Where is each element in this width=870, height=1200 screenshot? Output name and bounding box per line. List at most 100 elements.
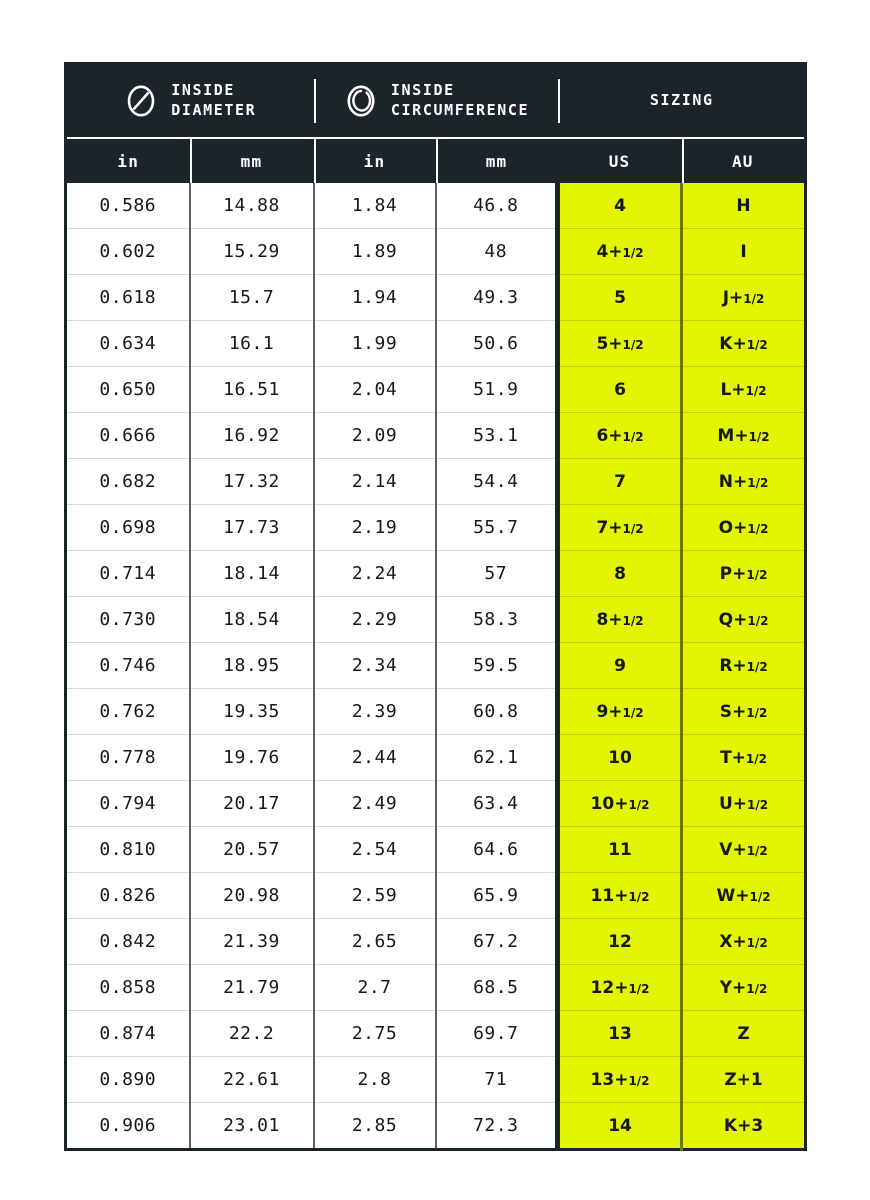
size-half-fraction: 1/2 xyxy=(745,383,767,398)
column-header-circumference-mm: mm xyxy=(435,137,558,183)
cell-circumference-mm: 46.8 xyxy=(434,183,558,229)
table-row: 0.714 18.14 2.24 57 8 P+1/2 xyxy=(65,550,806,597)
cell-diameter-in: 0.794 xyxy=(65,780,190,827)
cell-size-au: W+1/2 xyxy=(680,872,806,919)
size-half-fraction: 1/2 xyxy=(628,797,650,812)
cell-circumference-in: 2.85 xyxy=(312,1102,436,1150)
size-value: 5+ xyxy=(596,333,623,354)
table-row: 0.762 19.35 2.39 60.8 9+1/2 S+1/2 xyxy=(65,688,806,735)
cell-circumference-mm: 60.8 xyxy=(434,688,558,735)
cell-circumference-mm: 51.9 xyxy=(434,366,558,413)
cell-diameter-in: 0.842 xyxy=(65,918,190,965)
cell-circumference-in: 2.19 xyxy=(312,504,436,551)
cell-diameter-mm: 21.39 xyxy=(188,918,314,965)
size-value: M+ xyxy=(717,425,749,446)
cell-diameter-in: 0.634 xyxy=(65,320,190,367)
column-header-au: AU xyxy=(681,137,806,183)
cell-circumference-in: 2.09 xyxy=(312,412,436,459)
cell-size-au: U+1/2 xyxy=(680,780,806,827)
table-row: 0.746 18.95 2.34 59.5 9 R+1/2 xyxy=(65,642,806,689)
table-row: 0.730 18.54 2.29 58.3 8+1/2 Q+1/2 xyxy=(65,596,806,643)
size-half-fraction: 1/2 xyxy=(746,843,768,858)
cell-diameter-in: 0.890 xyxy=(65,1056,190,1103)
cell-circumference-mm: 54.4 xyxy=(434,458,558,505)
size-half-fraction: 1/2 xyxy=(746,567,768,582)
cell-size-us: 6 xyxy=(555,366,682,413)
size-half-fraction: 1/2 xyxy=(747,475,769,490)
size-value: 13+ xyxy=(590,1069,629,1090)
size-value: 11+ xyxy=(590,885,629,906)
column-header-circumference-in: in xyxy=(313,137,436,183)
cell-circumference-in: 1.89 xyxy=(312,228,436,275)
group-header-inside-diameter: INSIDE DIAMETER xyxy=(65,63,314,138)
size-value: X+ xyxy=(719,931,747,952)
size-value: P+ xyxy=(719,563,747,584)
size-value: 4+ xyxy=(596,241,623,262)
cell-size-au: K+1/2 xyxy=(680,320,806,367)
table-row: 0.698 17.73 2.19 55.7 7+1/2 O+1/2 xyxy=(65,504,806,551)
cell-size-us: 10+1/2 xyxy=(555,780,682,827)
cell-diameter-in: 0.826 xyxy=(65,872,190,919)
cell-circumference-mm: 71 xyxy=(434,1056,558,1103)
cell-size-au: M+1/2 xyxy=(680,412,806,459)
cell-circumference-in: 2.04 xyxy=(312,366,436,413)
cell-circumference-mm: 49.3 xyxy=(434,274,558,321)
table-row: 0.682 17.32 2.14 54.4 7 N+1/2 xyxy=(65,458,806,505)
group-header-label: SIZING xyxy=(649,91,714,110)
cell-diameter-in: 0.602 xyxy=(65,228,190,275)
cell-diameter-in: 0.714 xyxy=(65,550,190,597)
table-row: 0.874 22.2 2.75 69.7 13 Z xyxy=(65,1010,806,1057)
size-half-fraction: 1/2 xyxy=(622,521,644,536)
size-value: 13 xyxy=(608,1023,632,1044)
cell-size-au: Q+1/2 xyxy=(680,596,806,643)
column-header-diameter-mm: mm xyxy=(189,137,314,183)
cell-circumference-mm: 69.7 xyxy=(434,1010,558,1057)
size-value: Z xyxy=(737,1023,750,1044)
cell-diameter-mm: 21.79 xyxy=(188,964,314,1011)
cell-size-au: Z xyxy=(680,1010,806,1057)
size-value: 9+ xyxy=(596,701,623,722)
cell-circumference-in: 2.59 xyxy=(312,872,436,919)
cell-circumference-mm: 68.5 xyxy=(434,964,558,1011)
cell-circumference-in: 2.44 xyxy=(312,734,436,781)
cell-size-au: I xyxy=(680,228,806,275)
group-header-label: INSIDE DIAMETER xyxy=(171,81,257,119)
size-half-fraction: 1/2 xyxy=(622,337,644,352)
sizing-table: INSIDE DIAMETER INSIDE CIRCUMFERENCE xyxy=(64,62,808,1151)
column-header-us: US xyxy=(557,137,682,183)
cell-diameter-mm: 17.32 xyxy=(188,458,314,505)
cell-size-us: 11 xyxy=(555,826,682,873)
cell-circumference-in: 2.75 xyxy=(312,1010,436,1057)
cell-diameter-in: 0.730 xyxy=(65,596,190,643)
size-half-fraction: 1/2 xyxy=(628,981,650,996)
size-value: Q+ xyxy=(718,609,748,630)
cell-size-au: N+1/2 xyxy=(680,458,806,505)
cell-circumference-in: 2.65 xyxy=(312,918,436,965)
cell-circumference-mm: 72.3 xyxy=(434,1102,558,1150)
cell-diameter-in: 0.906 xyxy=(65,1102,190,1150)
cell-diameter-mm: 16.51 xyxy=(188,366,314,413)
cell-circumference-mm: 55.7 xyxy=(434,504,558,551)
table-row: 0.666 16.92 2.09 53.1 6+1/2 M+1/2 xyxy=(65,412,806,459)
cell-diameter-mm: 19.76 xyxy=(188,734,314,781)
table-body: 0.586 14.88 1.84 46.8 4 H 0.602 15.29 1.89 48 4+1/… xyxy=(65,183,806,1150)
size-value: 12 xyxy=(608,931,632,952)
size-half-fraction: 1/2 xyxy=(743,291,765,306)
size-half-fraction: 1/2 xyxy=(746,337,768,352)
cell-circumference-in: 1.84 xyxy=(312,183,436,229)
cell-circumference-mm: 58.3 xyxy=(434,596,558,643)
cell-diameter-in: 0.698 xyxy=(65,504,190,551)
size-value: 6+ xyxy=(596,425,623,446)
cell-circumference-mm: 53.1 xyxy=(434,412,558,459)
cell-circumference-mm: 48 xyxy=(434,228,558,275)
size-half-fraction: 1/2 xyxy=(746,659,768,674)
size-value: R+ xyxy=(719,655,747,676)
size-value: Y+ xyxy=(719,977,747,998)
table-row: 0.778 19.76 2.44 62.1 10 T+1/2 xyxy=(65,734,806,781)
size-value: 10+ xyxy=(590,793,629,814)
cell-diameter-mm: 20.17 xyxy=(188,780,314,827)
cell-size-us: 13 xyxy=(555,1010,682,1057)
cell-size-au: O+1/2 xyxy=(680,504,806,551)
cell-circumference-in: 2.14 xyxy=(312,458,436,505)
table-row: 0.794 20.17 2.49 63.4 10+1/2 U+1/2 xyxy=(65,780,806,827)
